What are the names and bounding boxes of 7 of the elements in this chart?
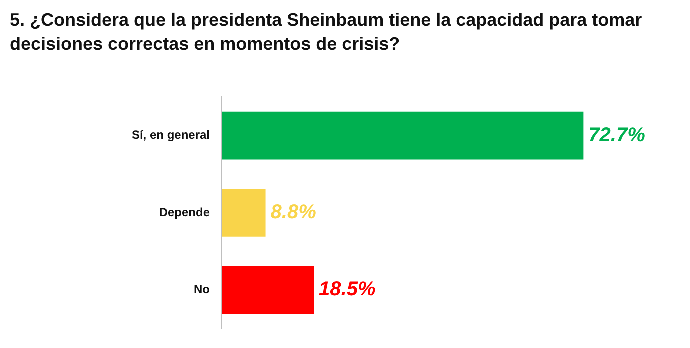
y-tick-label: Depende [159, 205, 210, 220]
chart-title: 5. ¿Considera que la presidenta Sheinbaum tiene la capacidad para tomar decisiones correctas en momentos de crisis? [10, 9, 644, 56]
data-label: 8.8% [270, 202, 317, 224]
y-tick-label: Sí, en general [132, 128, 210, 142]
data-label: 18.5% [319, 278, 376, 301]
y-tick-label: No [194, 282, 210, 297]
data-label: 72.7% [588, 124, 646, 146]
